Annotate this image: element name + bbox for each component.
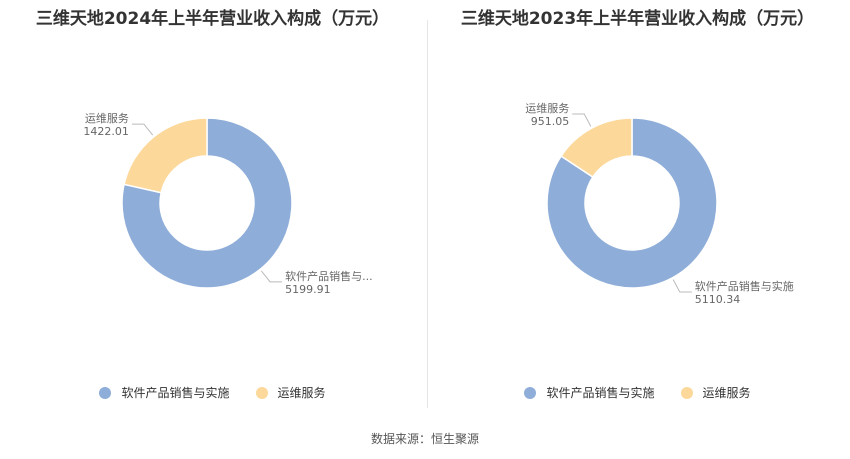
- slice-value-label: 951.05: [531, 115, 570, 128]
- legend-label: 软件产品销售与实施: [121, 386, 230, 400]
- leader-line: [672, 279, 692, 293]
- legend-item-maintenance[interactable]: 运维服务: [255, 384, 326, 401]
- donut-slice-maintenance[interactable]: [123, 117, 208, 194]
- slice-label: 软件产品销售与实施: [695, 279, 794, 293]
- legend-label: 运维服务: [702, 386, 751, 400]
- chart-panel-2023: 三维天地2023年上半年营业收入构成（万元） 软件产品销售与实施 5110.34 运…: [425, 0, 850, 420]
- donut-slice-software[interactable]: [121, 117, 293, 289]
- legend-dot-maintenance: [680, 386, 693, 399]
- legend-item-maintenance[interactable]: 运维服务: [680, 384, 751, 401]
- legend-item-software[interactable]: 软件产品销售与实施: [99, 384, 230, 401]
- chart-title: 三维天地2023年上半年营业收入构成（万元）: [460, 9, 815, 29]
- legend-item-software[interactable]: 软件产品销售与实施: [524, 384, 655, 401]
- legend-dot-maintenance: [255, 386, 268, 399]
- legend-dot-software: [524, 386, 537, 399]
- legend: 软件产品销售与实施 运维服务: [0, 384, 425, 401]
- chart-panel-2024: 三维天地2024年上半年营业收入构成（万元） 软件产品销售与... 5199.91…: [0, 0, 425, 420]
- slice-label: 运维服务: [85, 112, 129, 125]
- slice-value-label: 5110.34: [695, 293, 741, 306]
- leader-line: [260, 270, 283, 283]
- donut-slice-software[interactable]: [546, 117, 718, 289]
- slice-label: 运维服务: [525, 102, 569, 115]
- legend-label: 运维服务: [277, 386, 326, 400]
- slice-value-label: 5199.91: [285, 283, 331, 296]
- legend-label: 软件产品销售与实施: [546, 386, 655, 400]
- panel-divider: [427, 20, 428, 408]
- data-source: 数据来源：恒生聚源: [370, 432, 479, 446]
- slice-value-label: 1422.01: [83, 125, 129, 138]
- leader-line: [131, 123, 154, 136]
- legend: 软件产品销售与实施 运维服务: [425, 384, 850, 401]
- leader-line: [572, 113, 592, 127]
- donut-slice-maintenance[interactable]: [560, 117, 633, 179]
- chart-title: 三维天地2024年上半年营业收入构成（万元）: [35, 9, 390, 29]
- slice-label: 软件产品销售与...: [285, 269, 373, 283]
- legend-dot-software: [99, 386, 112, 399]
